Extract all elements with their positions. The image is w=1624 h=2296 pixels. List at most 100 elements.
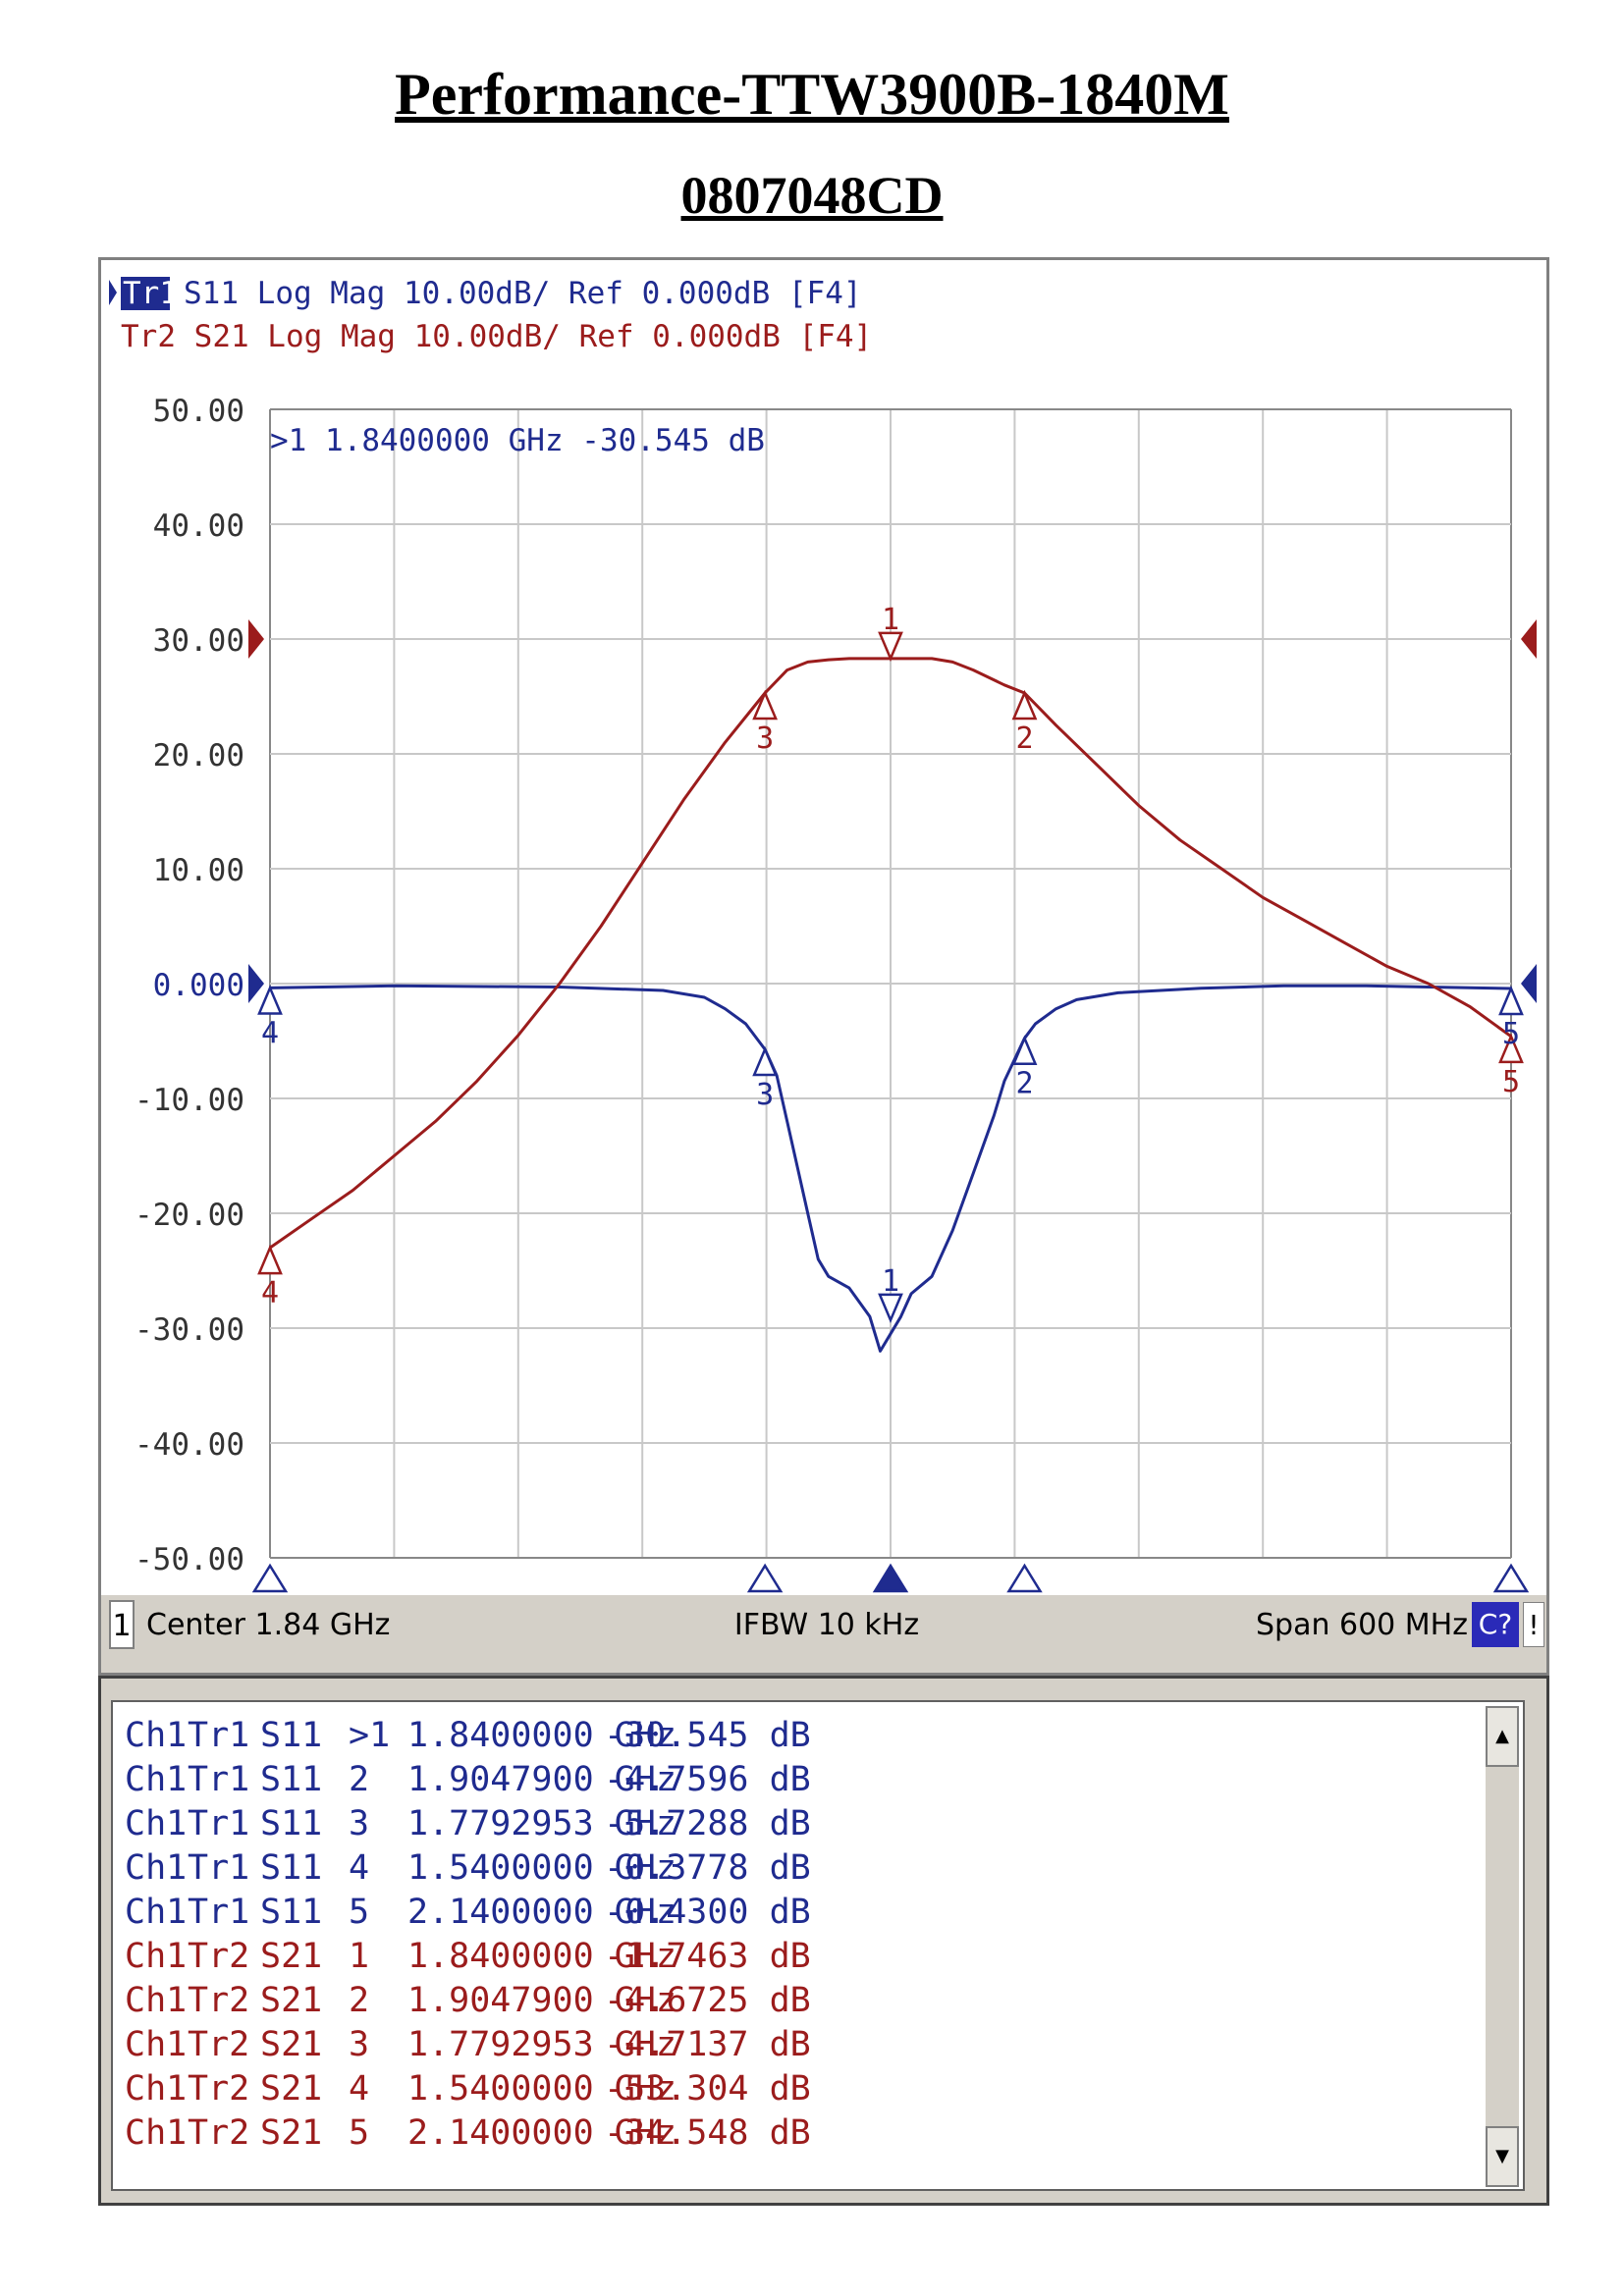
s21-marker-icon[interactable] <box>878 631 903 663</box>
row-marker: 4 <box>349 1848 370 1888</box>
row-marker: 5 <box>349 2113 370 2153</box>
marker-table-scrollbar[interactable]: ▲ ▼ <box>1486 1706 1519 2187</box>
stimulus-marker-icon[interactable] <box>1006 1563 1043 1593</box>
channel-indicator[interactable]: 1 <box>109 1600 135 1649</box>
row-value: -0.4300 dB <box>604 1893 811 1932</box>
row-trace: Tr1 <box>188 1848 250 1888</box>
row-trace: Tr2 <box>188 2025 250 2064</box>
s11-marker-icon[interactable] <box>1498 985 1524 1016</box>
stimulus-marker-icon[interactable] <box>746 1563 784 1593</box>
s21-marker-icon[interactable] <box>752 689 779 721</box>
scroll-up-icon[interactable]: ▲ <box>1486 1706 1519 1767</box>
row-value: -34.548 dB <box>604 2113 811 2153</box>
marker-number: 3 <box>756 721 774 756</box>
row-trace: Tr2 <box>188 2113 250 2153</box>
marker-number: 3 <box>756 1078 774 1112</box>
row-value: -5.7288 dB <box>604 1804 811 1843</box>
ifbw-setting[interactable]: IFBW 10 kHz <box>733 1608 920 1642</box>
calibration-status[interactable]: C? <box>1472 1602 1519 1647</box>
tr2-ref-arrow-icon[interactable] <box>1521 619 1537 659</box>
marker-number: 1 <box>882 603 899 637</box>
tr1-ref-arrow-icon[interactable] <box>1521 964 1537 1003</box>
stimulus-marker-icon[interactable] <box>872 1563 909 1593</box>
row-channel: Ch1 <box>125 1760 188 1799</box>
row-parameter: S11 <box>260 1893 323 1932</box>
tr1-ref-arrow-icon[interactable] <box>248 964 264 1003</box>
marker-number: 1 <box>882 1264 899 1299</box>
s11-marker-icon[interactable] <box>1011 1035 1038 1065</box>
row-channel: Ch1 <box>125 1848 188 1888</box>
tr1-trace-info[interactable]: S11 Log Mag 10.00dB/ Ref 0.000dB [F4] <box>184 276 862 311</box>
row-frequency: 1.9047900 GHz <box>407 1760 677 1799</box>
s11-marker-icon[interactable] <box>878 1293 903 1324</box>
row-parameter: S21 <box>260 2025 323 2064</box>
row-value: -1.7463 dB <box>604 1937 811 1976</box>
marker-number: 5 <box>1502 1017 1520 1051</box>
row-value: -4.7596 dB <box>604 1760 811 1799</box>
y-tick-label: -10.00 <box>135 1083 244 1118</box>
row-parameter: S21 <box>260 2069 323 2109</box>
y-tick-label: 0.000 <box>153 968 244 1003</box>
row-trace: Tr2 <box>188 2069 250 2109</box>
row-channel: Ch1 <box>125 1981 188 2020</box>
row-channel: Ch1 <box>125 2069 188 2109</box>
row-marker: 3 <box>349 1804 370 1843</box>
row-parameter: S21 <box>260 1981 323 2020</box>
row-trace: Tr2 <box>188 1981 250 2020</box>
row-parameter: S11 <box>260 1848 323 1888</box>
s21-marker-icon[interactable] <box>1011 689 1038 721</box>
active-marker-readout: >1 1.8400000 GHz -30.545 dB <box>270 423 765 458</box>
status-bar: 1 Center 1.84 GHz IFBW 10 kHz Span 600 M… <box>109 1600 1544 1653</box>
s11-marker-icon[interactable] <box>752 1045 779 1077</box>
tr2-trace-info[interactable]: Tr2 S21 Log Mag 10.00dB/ Ref 0.000dB [F4… <box>121 319 872 354</box>
s11-marker-icon[interactable] <box>257 985 283 1015</box>
document-title: Performance-TTW3900B-1840M <box>395 62 1229 127</box>
row-marker: 3 <box>349 2025 370 2064</box>
stimulus-marker-icon[interactable] <box>1492 1563 1530 1593</box>
row-trace: Tr1 <box>188 1716 250 1755</box>
row-value: -4.7137 dB <box>604 2025 811 2064</box>
center-frequency[interactable]: Center 1.84 GHz <box>146 1608 391 1642</box>
span-setting[interactable]: Span 600 MHz <box>1255 1608 1468 1642</box>
row-channel: Ch1 <box>125 1804 188 1843</box>
row-frequency: 1.9047900 GHz <box>407 1981 677 2020</box>
markers: 1 2 3 4 5 1 2 3 4 5 <box>251 603 1530 1593</box>
y-axis-ticks: 50.00 40.00 30.00 20.00 10.00 0.000 -10.00 -20.… <box>135 394 1537 1577</box>
tr1-active-badge[interactable] <box>121 277 170 310</box>
row-channel: Ch1 <box>125 2113 188 2153</box>
marker-table: Ch1 Tr1 S11 >1 1.8400000 GHz -30.545 dB Ch1 Tr1… <box>111 1700 1525 2191</box>
y-tick-label: 40.00 <box>153 508 244 544</box>
y-tick-label: 10.00 <box>153 853 244 888</box>
row-value: -0.3778 dB <box>604 1848 811 1888</box>
row-frequency: 1.8400000 GHz <box>407 1937 677 1976</box>
row-marker: >1 <box>349 1716 391 1755</box>
y-tick-label: 50.00 <box>153 394 244 429</box>
warning-indicator[interactable]: ! <box>1523 1602 1544 1647</box>
row-marker: 4 <box>349 2069 370 2109</box>
row-marker: 2 <box>349 1760 370 1799</box>
s21-marker-icon[interactable] <box>257 1244 283 1275</box>
y-tick-label: 30.00 <box>153 623 244 659</box>
row-frequency: 1.5400000 GHz <box>407 1848 677 1888</box>
row-frequency: 2.1400000 GHz <box>407 2113 677 2153</box>
marker-number: 5 <box>1502 1065 1520 1099</box>
row-trace: Tr1 <box>188 1804 250 1843</box>
tr2-ref-arrow-icon[interactable] <box>248 619 264 659</box>
marker-number: 4 <box>261 1016 279 1050</box>
y-tick-label: -40.00 <box>135 1427 244 1463</box>
scroll-down-icon[interactable]: ▼ <box>1486 2126 1519 2187</box>
vna-plot: Tr1 S11 Log Mag 10.00dB/ Ref 0.000dB [F4… <box>101 260 1546 1595</box>
row-channel: Ch1 <box>125 2025 188 2064</box>
document-subtitle: 0807048CD <box>680 166 944 225</box>
y-tick-label: -30.00 <box>135 1312 244 1348</box>
marker-number: 2 <box>1015 1067 1033 1101</box>
s21-marker-icon[interactable] <box>1498 1033 1524 1064</box>
y-tick-label: 20.00 <box>153 738 244 774</box>
stimulus-marker-icon[interactable] <box>251 1563 289 1593</box>
row-parameter: S21 <box>260 2113 323 2153</box>
active-trace-arrow-icon <box>109 280 117 305</box>
marker-number: 4 <box>261 1276 279 1310</box>
row-frequency: 1.5400000 GHz <box>407 2069 677 2109</box>
row-parameter: S11 <box>260 1804 323 1843</box>
trace-s11 <box>269 984 1512 1353</box>
